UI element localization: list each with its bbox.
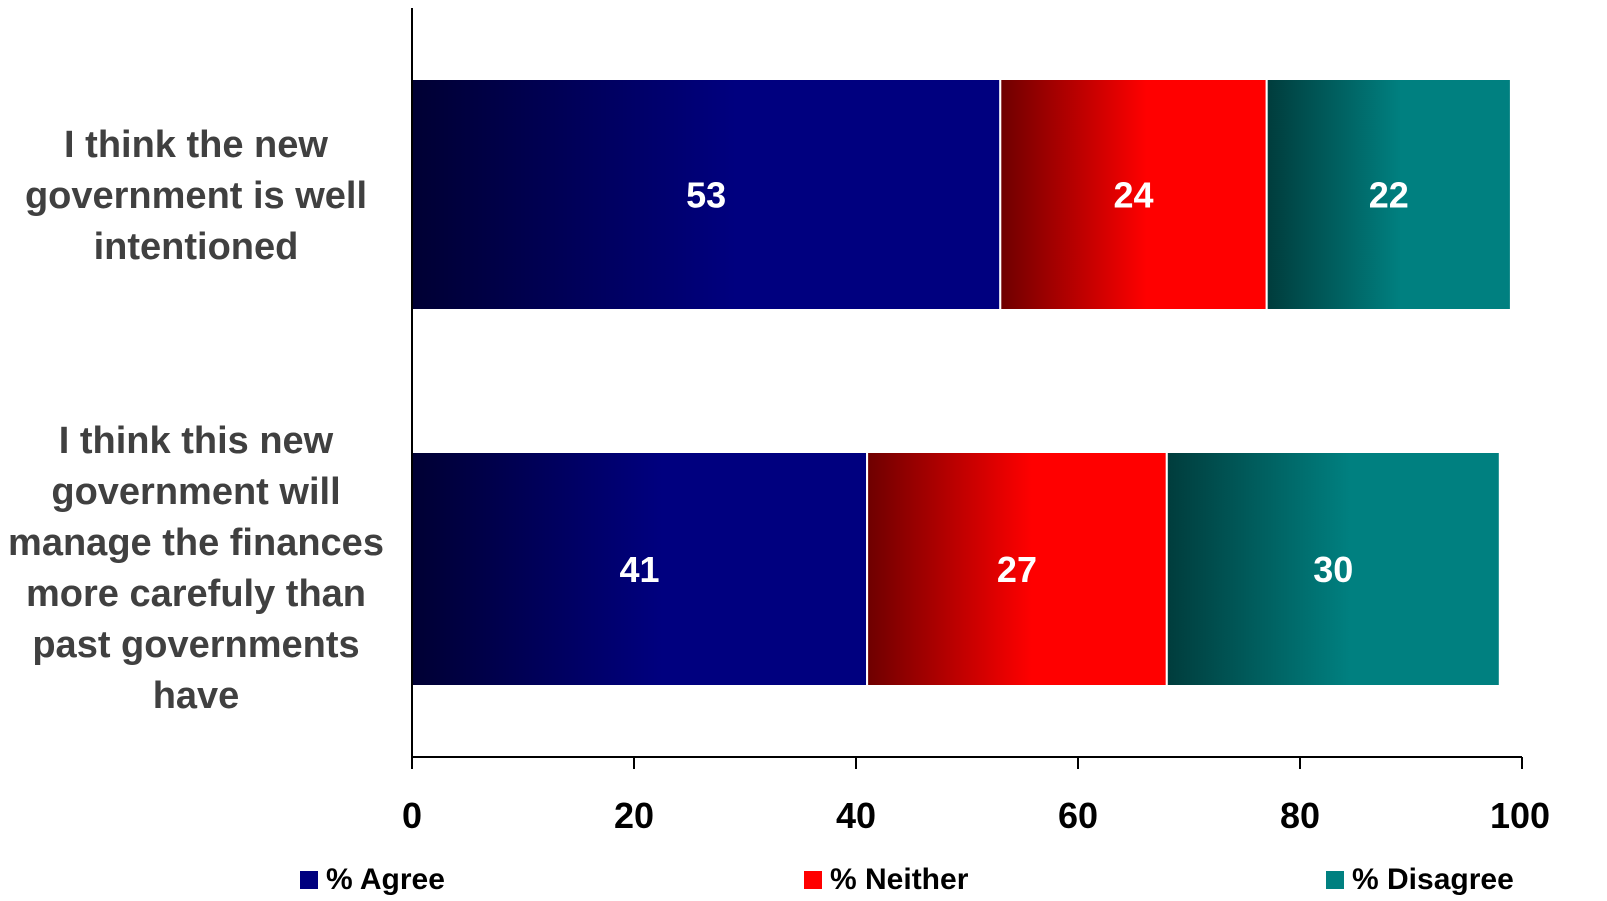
legend-swatch-disagree: [1326, 871, 1344, 889]
legend-label-agree: % Agree: [326, 863, 445, 896]
legend-label-disagree: % Disagree: [1352, 863, 1514, 896]
legend-swatch-agree: [300, 871, 318, 889]
category-label-2: I think this new government will manage …: [8, 420, 384, 717]
data-label-1-agree: 53: [686, 175, 726, 216]
bar-1-agree: [411, 78, 1002, 311]
x-tick-label-60: 60: [1058, 795, 1098, 836]
bar-2-agree: [411, 451, 869, 687]
category-label-1: I think the new government is well inten…: [24, 124, 368, 268]
bar-1-disagree: [1265, 78, 1512, 311]
bars-group: 53 24 22 41 27 30: [411, 78, 1512, 687]
legend-label-neither: % Neither: [830, 863, 969, 896]
x-tick-label-0: 0: [402, 795, 422, 836]
x-tick-label-80: 80: [1280, 795, 1320, 836]
data-label-1-neither: 24: [1113, 175, 1153, 216]
x-tick-label-20: 20: [614, 795, 654, 836]
data-label-2-disagree: 30: [1313, 549, 1353, 590]
x-tick-label-40: 40: [836, 795, 876, 836]
axes-group: 0 20 40 60 80 100: [402, 8, 1550, 836]
legend-item-disagree: % Disagree: [1326, 865, 1514, 895]
data-label-2-agree: 41: [620, 549, 660, 590]
bar-2-neither: [866, 451, 1168, 687]
data-label-2-neither: 27: [997, 549, 1037, 590]
data-label-1-disagree: 22: [1369, 175, 1409, 216]
legend-item-agree: % Agree: [300, 865, 445, 895]
legend-swatch-neither: [804, 871, 822, 889]
x-tick-label-100: 100: [1490, 795, 1550, 836]
bar-1-neither: [999, 78, 1268, 311]
bar-2-disagree: [1165, 451, 1501, 687]
legend-item-neither: % Neither: [804, 865, 968, 895]
